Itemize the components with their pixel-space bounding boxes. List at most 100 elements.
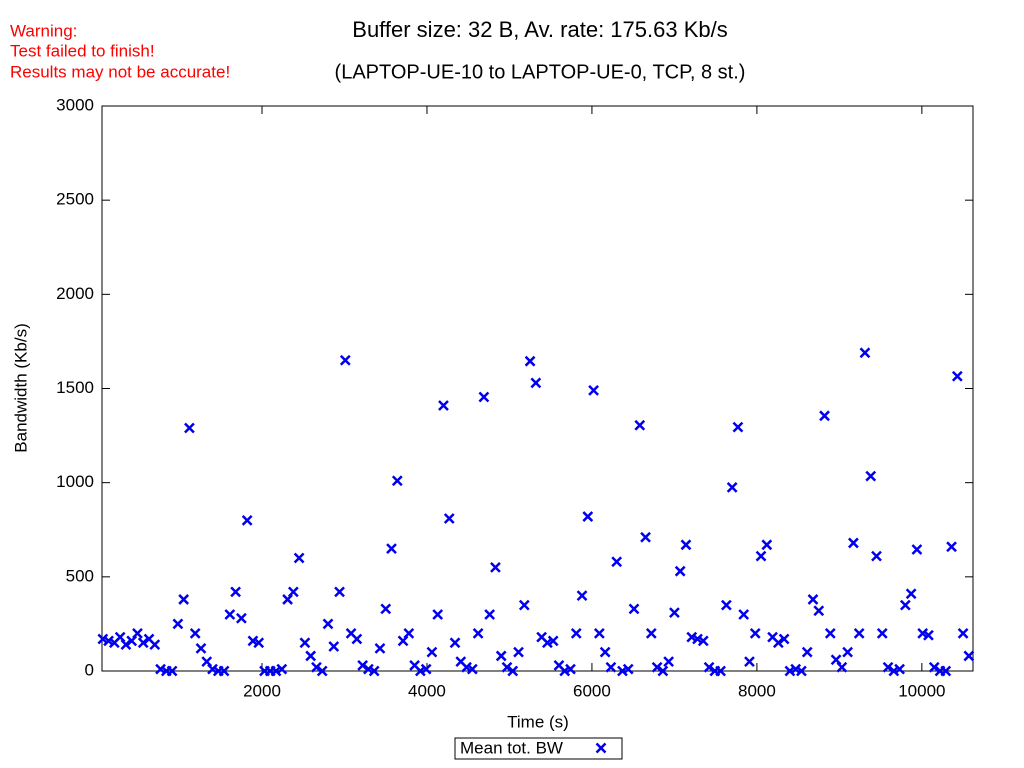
warning-line: Test failed to finish! [10,41,155,60]
point [484,609,496,620]
point [703,661,715,673]
point [951,370,963,382]
point [853,627,865,639]
point [299,637,311,649]
point [495,650,507,662]
point [518,599,530,611]
legend-marker [595,742,607,754]
point [732,421,744,433]
point [386,543,397,554]
point [501,661,513,673]
point [628,603,640,615]
legend-box [454,737,623,760]
point [328,641,340,652]
point [357,659,369,671]
point [674,565,686,577]
point [236,612,247,624]
point [293,552,305,564]
x-tick-label: 10000 [898,681,945,700]
point [305,650,317,662]
point [871,550,882,562]
point [570,627,582,639]
point [819,410,830,422]
point [796,665,807,677]
point [582,511,594,522]
point [663,656,675,667]
point [218,665,230,677]
y-axis-label: Bandwidth (Kb/s) [11,323,30,452]
point [576,590,588,602]
y-tick-label: 3000 [56,95,94,114]
point [957,627,969,639]
point [859,347,871,359]
point [513,646,524,658]
warning-line: Warning: [10,21,77,40]
point [166,665,178,677]
point [911,544,923,555]
point [697,635,709,647]
point [391,475,403,487]
point [755,550,767,562]
point [640,531,651,543]
point [680,539,692,551]
point [380,603,392,615]
point [524,355,536,367]
point [547,635,559,647]
point [824,627,836,639]
point [876,627,888,639]
point [334,586,345,598]
point [726,481,738,493]
point [622,663,634,675]
y-tick-label: 0 [85,660,94,679]
point [928,661,940,673]
point [940,665,952,677]
x-tick-label: 2000 [243,681,281,700]
y-tick-label: 500 [66,566,94,585]
point [657,665,669,677]
point [132,627,143,639]
point [738,609,750,620]
x-tick-label: 8000 [738,681,776,700]
point [287,586,299,598]
point [836,661,848,673]
point [316,665,328,677]
chart-subtitle: (LAPTOP-UE-10 to LAPTOP-UE-0, TCP, 8 st.… [335,61,746,83]
point [339,354,351,366]
point [403,627,415,639]
point [588,384,599,396]
point [749,627,761,639]
point [490,562,501,573]
point [178,594,190,605]
y-tick-label: 1500 [56,378,94,397]
point [137,637,149,649]
point [605,661,617,673]
point [801,646,813,658]
x-axis-label: Time (s) [507,712,569,731]
point [368,665,380,677]
point [438,400,449,411]
plot-border [101,105,974,672]
x-tick-label: 4000 [408,681,446,700]
point [426,646,438,658]
point [253,637,265,649]
point [963,650,975,662]
point [189,627,201,639]
point [224,609,236,620]
point [530,377,542,389]
point [195,643,207,654]
point [842,646,854,658]
point [241,514,253,526]
chart-title: Buffer size: 32 B, Av. rate: 175.63 Kb/s [352,17,727,42]
point [923,629,934,641]
point [599,646,611,658]
y-tick-label: 2500 [56,190,94,209]
point [634,419,646,431]
point [311,661,322,673]
point [593,627,605,639]
point [374,643,386,654]
point [149,639,161,651]
point [443,513,455,524]
point [894,663,905,675]
point [322,618,334,630]
point [645,627,657,639]
